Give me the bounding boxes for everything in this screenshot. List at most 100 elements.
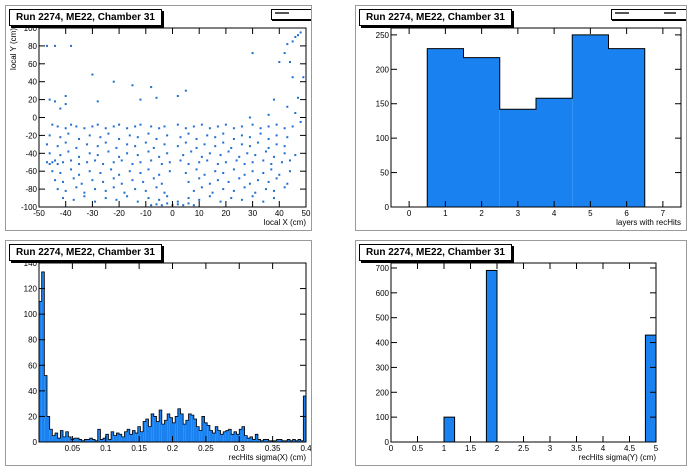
data-point: [222, 141, 225, 144]
histogram-bar: [153, 416, 157, 442]
data-point: [248, 136, 251, 139]
data-point: [291, 76, 294, 79]
data-point: [254, 191, 257, 194]
histogram-bar: [159, 410, 162, 442]
plot-frame: [38, 262, 307, 443]
data-point: [246, 152, 249, 155]
data-point: [176, 145, 179, 148]
data-point: [232, 137, 235, 140]
y-tick-label: 140: [24, 259, 38, 268]
x-tick-label: 2: [479, 209, 484, 218]
data-point: [267, 137, 270, 140]
data-point: [112, 177, 115, 180]
histogram-bar: [212, 433, 216, 442]
x-tick-label: 5: [588, 209, 593, 218]
histogram-bar: [204, 422, 208, 442]
x-tick-label: 1: [443, 209, 448, 218]
histogram-bar: [196, 426, 200, 442]
data-point: [214, 136, 217, 139]
data-point: [184, 141, 187, 144]
data-point: [72, 177, 75, 180]
data-point: [219, 154, 222, 157]
data-point: [166, 134, 169, 137]
data-point: [267, 113, 270, 116]
data-point: [118, 173, 121, 176]
data-point: [286, 105, 289, 108]
data-point: [59, 171, 62, 174]
histogram-bar: [281, 440, 285, 442]
x-tick-label: 2: [495, 444, 500, 453]
histogram-bar: [463, 57, 500, 207]
data-point: [75, 186, 78, 189]
data-point: [200, 186, 203, 189]
data-point: [118, 137, 121, 140]
data-point: [59, 107, 62, 110]
data-point: [120, 182, 123, 185]
data-point: [86, 161, 89, 164]
data-point: [150, 204, 153, 207]
data-point: [206, 159, 209, 162]
data-point: [299, 120, 302, 123]
data-point: [78, 137, 81, 140]
data-point: [222, 188, 225, 191]
data-point: [224, 123, 227, 126]
histogram-bar: [255, 434, 258, 442]
data-point: [70, 123, 73, 126]
data-point: [278, 61, 281, 64]
stats-box: [271, 9, 311, 20]
data-point: [67, 150, 70, 153]
panel-scatter-local-xy: Run 2274, ME22, Chamber 31 -50 -40 -30 -20 -…: [5, 5, 312, 231]
data-point: [70, 168, 73, 171]
data-point: [283, 152, 286, 155]
data-point: [200, 123, 203, 126]
histogram-bar: [485, 269, 498, 443]
histogram-bar: [119, 434, 122, 442]
data-point: [256, 141, 259, 144]
histogram-bar: [220, 434, 224, 442]
data-point: [150, 159, 153, 162]
data-point: [102, 180, 105, 183]
data-point: [163, 143, 166, 146]
histogram-bar: [233, 431, 237, 442]
data-point: [262, 171, 265, 174]
x-tick-label: 0.2: [167, 444, 179, 453]
histogram-bar: [292, 439, 296, 442]
data-point: [51, 170, 54, 173]
histogram-bar: [81, 440, 85, 442]
histogram-bar: [295, 440, 298, 442]
data-point: [203, 143, 206, 146]
y-tick-label: 700: [376, 264, 390, 273]
x-tick-label: 6: [624, 209, 629, 218]
data-point: [240, 125, 243, 128]
data-point: [94, 159, 97, 162]
data-point: [203, 173, 206, 176]
data-point: [176, 95, 179, 98]
histogram-bar: [135, 433, 138, 442]
data-point: [46, 143, 49, 146]
data-point: [267, 146, 270, 149]
data-point: [187, 202, 190, 205]
data-point: [91, 73, 94, 76]
histogram-bar: [76, 438, 80, 442]
histogram-bar: [287, 439, 290, 442]
data-point: [238, 177, 241, 180]
data-point: [48, 98, 51, 101]
data-point: [267, 180, 270, 183]
data-point: [208, 127, 211, 130]
x-tick-label: 3.5: [571, 444, 583, 453]
data-point: [62, 197, 65, 200]
y-tick-label: -60: [25, 167, 37, 176]
data-point: [136, 154, 139, 157]
data-point: [88, 152, 91, 155]
x-tick-label: 4.5: [624, 444, 636, 453]
x-tick-label: -50: [33, 209, 45, 218]
data-point: [147, 150, 150, 153]
data-point: [283, 145, 286, 148]
histogram-bar: [39, 301, 42, 442]
data-point: [144, 189, 147, 192]
data-point: [144, 141, 147, 144]
histogram-bar: [100, 439, 104, 442]
data-point: [118, 155, 121, 158]
data-point: [107, 150, 110, 153]
x-tick-label: 10: [195, 209, 204, 218]
